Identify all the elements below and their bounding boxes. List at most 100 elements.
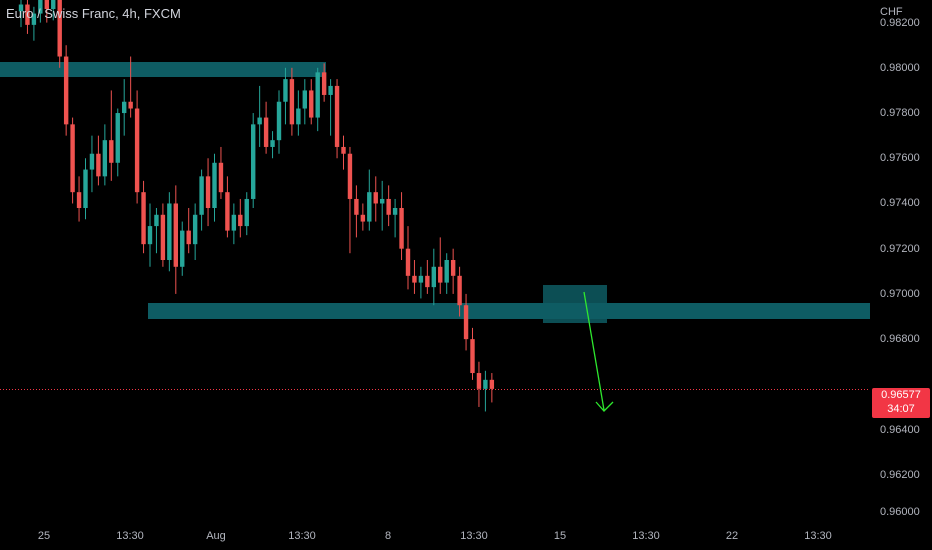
candle-body xyxy=(360,214,366,222)
last-price-value: 0.96577 xyxy=(881,389,921,401)
candle-body xyxy=(109,140,114,163)
candle-body xyxy=(367,192,372,222)
candle-body xyxy=(251,124,256,199)
currency-label: CHF xyxy=(880,6,903,18)
price-tick: 0.96200 xyxy=(880,468,920,481)
candle-body xyxy=(51,0,56,10)
time-tick: 15 xyxy=(553,530,567,542)
candle-body xyxy=(225,192,230,231)
candle-body xyxy=(128,101,133,109)
candle-body xyxy=(276,101,282,141)
candle-body xyxy=(283,79,288,102)
price-tick: 0.98200 xyxy=(880,16,920,29)
candle-body xyxy=(102,140,108,177)
candle-body xyxy=(18,4,24,12)
projection-arrow-head xyxy=(595,401,614,412)
resistance-zone xyxy=(0,62,326,77)
candle-body xyxy=(173,203,178,267)
candle-body xyxy=(444,260,449,283)
candle-body xyxy=(244,198,249,227)
candle-body xyxy=(457,275,462,306)
candle-body xyxy=(373,192,378,204)
candle-body xyxy=(438,266,443,283)
candle-body xyxy=(83,169,88,208)
candle-body xyxy=(405,248,411,276)
candle-body xyxy=(315,72,320,118)
support-zone xyxy=(148,303,870,319)
price-tick: 0.97600 xyxy=(880,152,920,165)
candle-body xyxy=(412,275,417,283)
time-scale[interactable]: 25 13:30 Aug 13:30 8 13:30 15 13:30 22 13:30 xyxy=(0,520,870,550)
candle-body xyxy=(122,101,127,114)
candle-body xyxy=(186,230,191,245)
last-price-badge: 0.96577 34:07 xyxy=(872,388,930,418)
candle-body xyxy=(386,198,391,215)
candle-body xyxy=(289,79,295,125)
time-tick: 22 xyxy=(725,530,739,542)
candle-body xyxy=(205,176,211,208)
price-scale[interactable]: CHF 0.98200 0.98000 0.97800 0.97600 0.97400 0… xyxy=(870,0,932,520)
price-tick: 0.97400 xyxy=(880,197,920,210)
candle-body xyxy=(141,192,146,245)
chart-area[interactable]: Euro / Swiss Franc, 4h, FXCM xyxy=(0,0,870,520)
time-tick: 13:30 xyxy=(288,530,316,542)
candle-body xyxy=(89,153,95,170)
candle-body xyxy=(347,153,353,199)
price-tick: 0.97200 xyxy=(880,242,920,255)
candle-body xyxy=(328,85,333,95)
candle-body xyxy=(489,379,495,389)
price-tick: 0.98000 xyxy=(880,61,920,74)
price-tick: 0.96000 xyxy=(880,506,920,518)
price-tick: 0.97800 xyxy=(880,107,920,120)
candle-body xyxy=(44,0,49,10)
candle-body xyxy=(147,226,153,245)
candle-body xyxy=(425,275,430,288)
candle-body xyxy=(57,0,62,57)
candle-body xyxy=(192,214,198,245)
candle-body xyxy=(231,214,237,231)
entry-zone xyxy=(543,285,607,323)
time-tick: 8 xyxy=(384,530,392,542)
candle-body xyxy=(218,162,224,193)
candle-body xyxy=(399,208,404,249)
bar-countdown: 34:07 xyxy=(887,403,915,415)
candle-body xyxy=(154,214,159,227)
candle-body xyxy=(134,108,140,193)
candle-body xyxy=(115,113,120,163)
candle-body xyxy=(309,90,314,118)
candlestick-chart[interactable] xyxy=(0,0,870,520)
candle-body xyxy=(25,4,30,25)
candle-body xyxy=(463,305,469,340)
candle-body xyxy=(341,146,346,154)
candle-body xyxy=(63,56,69,125)
time-tick: 13:30 xyxy=(116,530,144,542)
time-tick: Aug xyxy=(206,530,226,542)
candle-body xyxy=(392,208,398,215)
candle-body xyxy=(96,153,101,177)
candle-body xyxy=(334,85,340,147)
candle-body xyxy=(450,260,456,276)
candle-body xyxy=(354,198,359,215)
symbol-title[interactable]: Euro / Swiss Franc, 4h, FXCM xyxy=(6,6,181,21)
time-tick: 13:30 xyxy=(460,530,488,542)
candle-body xyxy=(431,266,436,288)
candle-body xyxy=(167,203,172,260)
candle-body xyxy=(302,90,307,109)
candle-body xyxy=(296,108,301,125)
candle-body xyxy=(483,379,488,389)
price-tick: 0.96800 xyxy=(880,333,920,346)
candle-body xyxy=(270,140,275,147)
candle-body xyxy=(180,230,185,267)
candle-body xyxy=(470,339,475,374)
price-tick: 0.97000 xyxy=(880,287,920,300)
candle-body xyxy=(76,192,82,208)
candle-body xyxy=(31,13,37,25)
candle-body xyxy=(257,117,262,125)
candle-body xyxy=(380,198,385,204)
time-tick: 13:30 xyxy=(804,530,832,542)
candle-body xyxy=(70,124,75,193)
candle-body xyxy=(199,176,204,215)
time-tick: 25 xyxy=(37,530,51,542)
candle-body xyxy=(38,0,43,14)
candle-body xyxy=(418,275,424,283)
